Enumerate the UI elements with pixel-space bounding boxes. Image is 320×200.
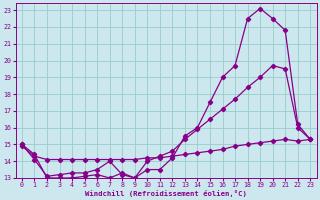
X-axis label: Windchill (Refroidissement éolien,°C): Windchill (Refroidissement éolien,°C) (85, 190, 247, 197)
